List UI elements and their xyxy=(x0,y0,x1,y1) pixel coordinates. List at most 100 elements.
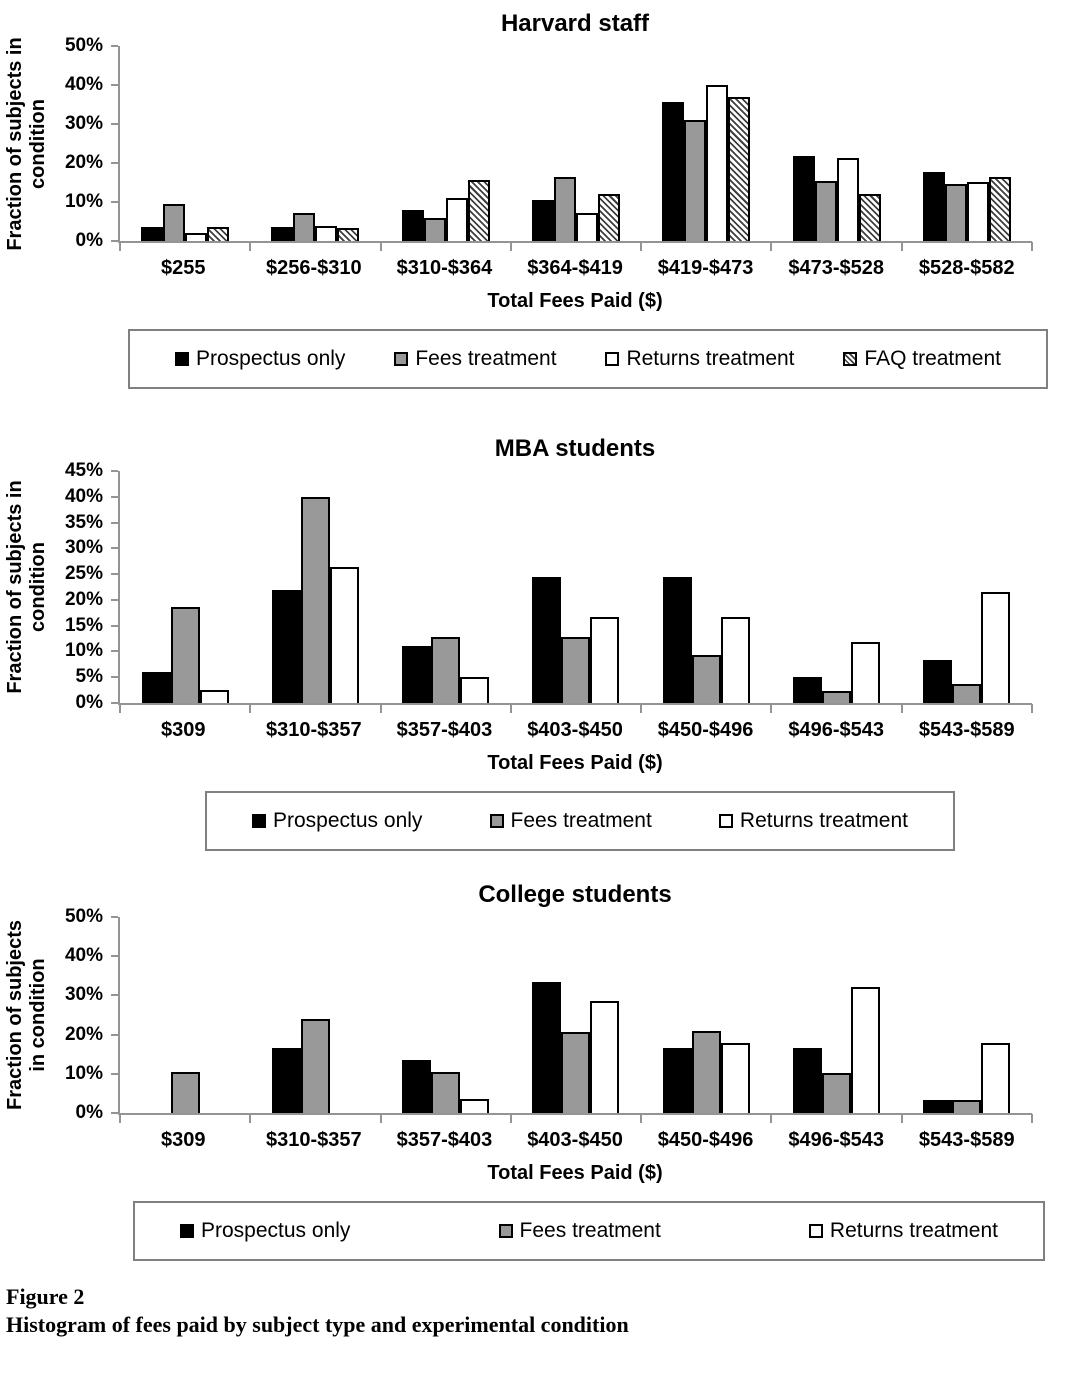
x-tick-mark xyxy=(509,242,512,251)
legend-label: Prospectus only xyxy=(273,809,423,832)
x-tick-mark xyxy=(770,704,773,713)
bar-black xyxy=(922,172,945,241)
bar-white xyxy=(706,85,729,241)
x-tick-label: $403-$450 xyxy=(527,1129,623,1151)
bar-black xyxy=(662,101,685,241)
x-tick-mark xyxy=(770,1114,773,1123)
bar-black xyxy=(532,577,562,703)
y-tick-mark xyxy=(111,916,118,918)
legend-label: Returns treatment xyxy=(739,809,908,832)
x-tick-mark xyxy=(900,1114,903,1123)
bar-black xyxy=(141,672,171,703)
y-tick-mark xyxy=(111,495,118,498)
x-tick-mark xyxy=(1031,1114,1033,1123)
bar-black xyxy=(531,199,554,241)
bar-black xyxy=(923,1100,953,1113)
bar-black xyxy=(793,677,823,703)
legend-item: Returns treatment xyxy=(605,347,795,371)
bar-black xyxy=(532,982,562,1113)
bar-gray xyxy=(300,1018,330,1113)
y-tick-mark xyxy=(111,994,118,997)
y-tick-mark xyxy=(111,547,118,550)
legend-item: Returns treatment xyxy=(808,1219,998,1243)
x-tick-label: $496-$543 xyxy=(788,1129,884,1151)
x-axis: $309 $310-$357 $357-$403 $403-$450 $450-$496… xyxy=(118,705,1032,742)
bar-group xyxy=(250,917,380,1113)
y-tick-label: 0% xyxy=(75,230,103,251)
bar-group xyxy=(381,917,511,1113)
x-tick-label: $364-$419 xyxy=(527,257,623,279)
x-tick-mark xyxy=(640,242,643,251)
x-axis: $309 $310-$357 $357-$403 $403-$450 $450-$496… xyxy=(118,1115,1032,1152)
y-tick-mark xyxy=(111,1072,118,1075)
bar-gray xyxy=(691,654,721,703)
bar-gray xyxy=(431,1072,461,1113)
y-axis-title-line: condition xyxy=(27,542,49,632)
y-tick-label: 20% xyxy=(64,1023,103,1045)
bar-hatch xyxy=(207,227,230,241)
bar-gray xyxy=(170,1072,200,1113)
x-tick-label: $256-$310 xyxy=(266,257,362,279)
plot-region: Fraction of subjects in condition 50% 40% 3… xyxy=(0,35,1033,251)
bar-white xyxy=(966,181,989,241)
black-swatch-icon xyxy=(175,352,189,366)
black-swatch-icon xyxy=(252,814,266,828)
legend-label: Prospectus only xyxy=(196,347,346,370)
legend-label: Fees treatment xyxy=(415,347,557,370)
y-tick-label: 35% xyxy=(64,511,103,533)
x-tick-label: $357-$403 xyxy=(396,719,493,741)
bar-white xyxy=(720,1042,750,1113)
figure-caption-label: Figure 2 xyxy=(6,1284,85,1309)
y-axis-title: Fraction of subjects in condition xyxy=(0,37,54,250)
y-tick-mark xyxy=(111,598,118,601)
y-axis-title-line: in condition xyxy=(27,958,49,1072)
y-tick-label: 15% xyxy=(64,614,103,636)
bar-group xyxy=(641,46,771,241)
chart-title: College students xyxy=(478,881,672,908)
bar-gray xyxy=(952,1099,982,1113)
y-tick-label: 0% xyxy=(75,1102,103,1123)
bar-black xyxy=(662,1047,692,1113)
legend: Prospectus only Fees treatment Returns tre… xyxy=(133,1201,1045,1261)
x-tick-mark xyxy=(379,704,382,713)
y-tick-label: 50% xyxy=(64,35,103,56)
bar-gray xyxy=(553,176,576,241)
x-tick-label: $310-$357 xyxy=(266,719,362,741)
mba-students-chart: MBA students Fraction of subjects in cond… xyxy=(0,435,1076,851)
legend-label: Prospectus only xyxy=(201,1219,351,1242)
x-tick-mark xyxy=(249,1114,252,1123)
plot-region: Fraction of subjects in condition 45% 40% 3… xyxy=(0,460,1033,713)
y-tick-mark xyxy=(111,45,118,47)
legend-item: Prospectus only xyxy=(252,809,422,833)
x-tick-mark xyxy=(379,1114,382,1123)
y-axis: 50% 40% 30% 20% 10% 0% xyxy=(54,906,118,1123)
bar-group xyxy=(250,471,380,703)
chart-title: Harvard staff xyxy=(500,10,650,37)
bar-group xyxy=(381,46,511,241)
x-axis: $255 $256-$310 $310-$364 $364-$419 $419-$473… xyxy=(118,243,1032,280)
gray-swatch-icon xyxy=(498,1224,513,1238)
y-tick-label: 0% xyxy=(75,692,103,713)
bar-white xyxy=(460,1099,490,1113)
bar-gray xyxy=(561,637,591,703)
y-tick-label: 40% xyxy=(64,485,103,507)
plot-area xyxy=(118,471,1033,713)
bar-group xyxy=(381,471,511,703)
plot-area xyxy=(118,46,1033,251)
bar-gray xyxy=(691,1031,721,1113)
bar-group xyxy=(250,46,380,241)
bar-group xyxy=(771,46,901,241)
bar-gray xyxy=(163,203,186,241)
bar-hatch xyxy=(597,193,620,241)
y-tick-mark xyxy=(111,240,118,242)
y-tick-mark xyxy=(111,955,118,958)
bar-white xyxy=(851,641,881,703)
y-tick-mark xyxy=(111,84,118,86)
x-tick-mark xyxy=(1031,242,1033,251)
bar-white xyxy=(590,1000,620,1113)
bar-gray xyxy=(814,180,837,241)
bar-white xyxy=(836,157,859,241)
bar-white xyxy=(185,233,208,241)
x-tick-label: $310-$364 xyxy=(396,257,493,279)
x-axis-title: Total Fees Paid ($) xyxy=(487,1162,663,1184)
